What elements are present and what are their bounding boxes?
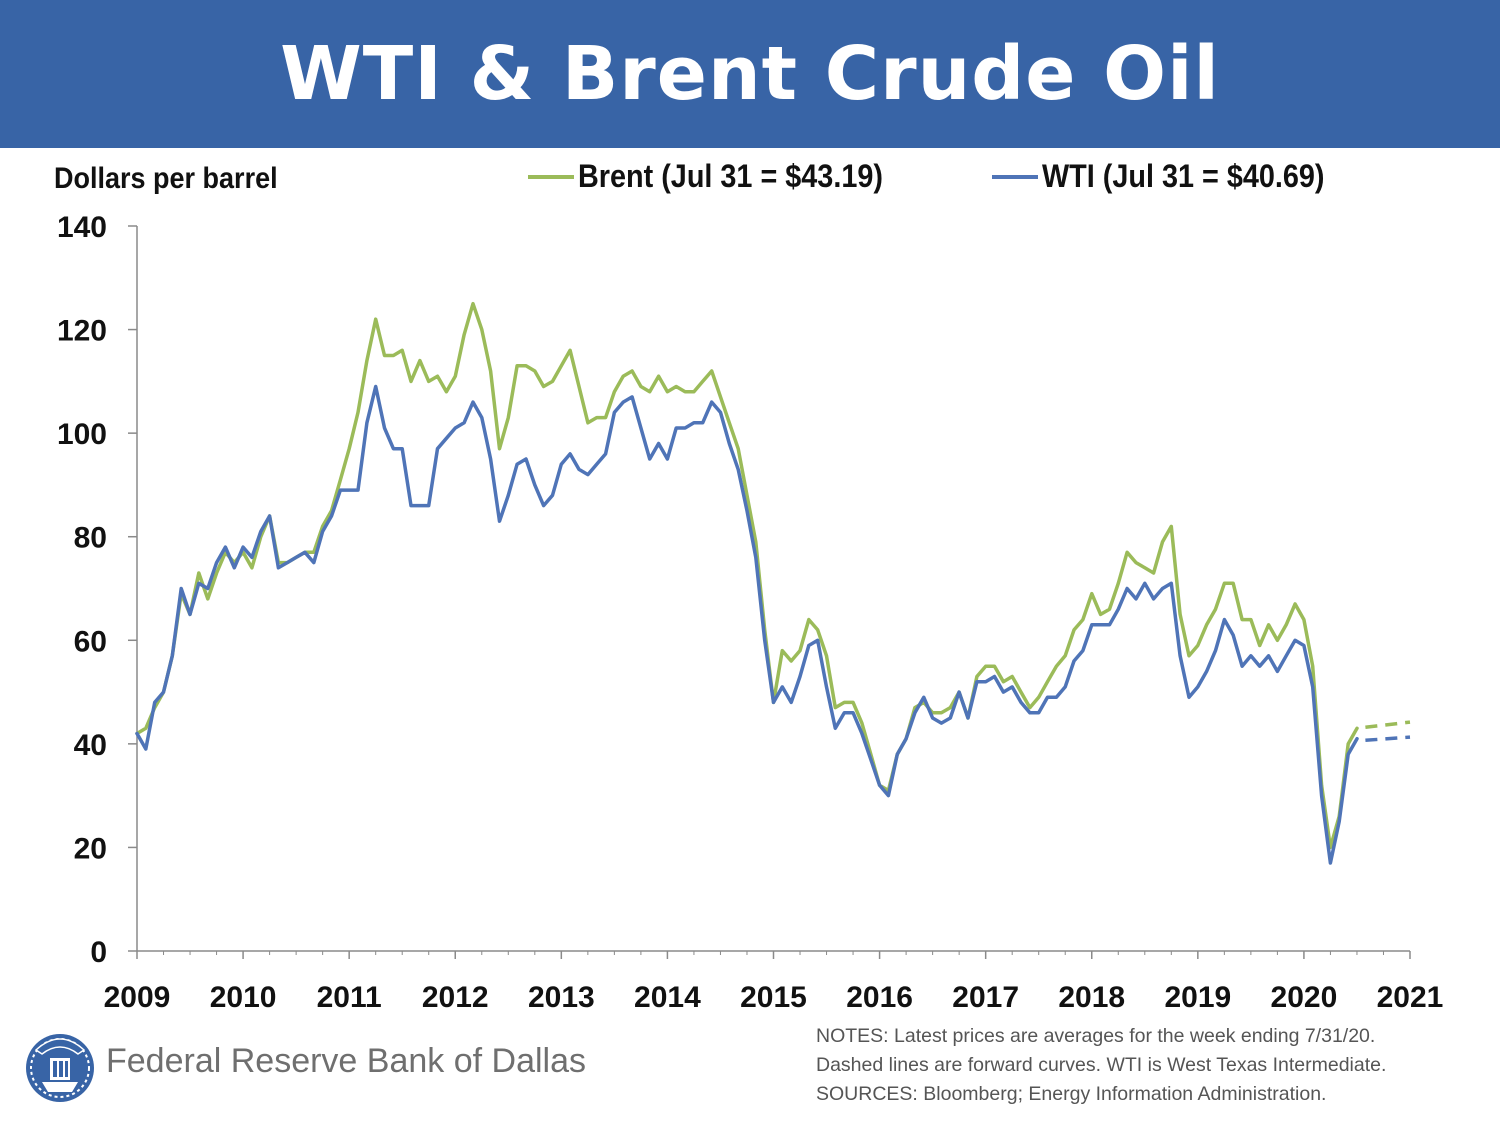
series-line-1 [135,384,1359,865]
notes-line-3: SOURCES: Bloomberg; Energy Information A… [816,1083,1327,1105]
x-tick-label: 2019 [1164,981,1231,1014]
y-tick-label: 100 [57,418,107,451]
x-tick-label: 2013 [528,981,595,1014]
series-forward-line-2 [1365,720,1411,730]
y-tick-label: 60 [74,625,107,658]
x-tick-label: 2021 [1377,981,1444,1014]
x-tick-label: 2018 [1058,981,1125,1014]
legend-wti-swatch [992,174,1038,179]
x-tick-label: 2015 [740,981,807,1014]
x-tick-label: 2010 [210,981,277,1014]
y-tick-label: 80 [74,522,107,555]
series-line-0 [135,301,1359,850]
y-tick-label: 20 [74,832,107,865]
series-forward-line-3 [1365,735,1411,743]
legend-brent-label: Brent (Jul 31 = $43.19) [578,158,883,194]
x-tick-label: 2016 [846,981,913,1014]
chart-series [135,301,1411,865]
legend-wti: WTI (Jul 31 = $40.69) [992,158,1356,195]
x-tick-label: 2017 [952,981,1019,1014]
organization-name: Federal Reserve Bank of Dallas [106,1042,587,1080]
legend-wti-label: WTI (Jul 31 = $40.69) [1042,158,1325,194]
x-tick-label: 2009 [104,981,171,1014]
legend-brent-swatch [528,174,574,179]
x-tick-label: 2020 [1271,981,1338,1014]
x-tick-label: 2011 [317,981,382,1014]
legend-brent: Brent (Jul 31 = $43.19) [528,158,917,195]
y-tick-label: 120 [57,315,107,348]
title-banner: WTI & Brent Crude Oil [0,0,1500,148]
chart-axes: 0 20 40 60 80 100 120 140 2009 2010 2011 2012 2013 20… [57,211,1443,1014]
y-tick-label: 40 [74,729,107,762]
notes-line-2: Dashed lines are forward curves. WTI is … [816,1054,1387,1076]
notes-line-1: NOTES: Latest prices are averages for th… [816,1025,1376,1047]
x-tick-label: 2012 [422,981,489,1014]
x-tick-label: 2014 [634,981,701,1014]
y-axis-label: Dollars per barrel [54,162,278,195]
y-tick-label: 0 [90,936,107,969]
federal-reserve-seal-icon [26,1034,94,1102]
line-chart: 0 20 40 60 80 100 120 140 2009 2010 2011 2012 2013 20… [57,211,1443,1014]
chart-notes: NOTES: Latest prices are averages for th… [816,1022,1386,1109]
y-tick-label: 140 [57,211,107,244]
page-title: WTI & Brent Crude Oil [280,31,1220,117]
